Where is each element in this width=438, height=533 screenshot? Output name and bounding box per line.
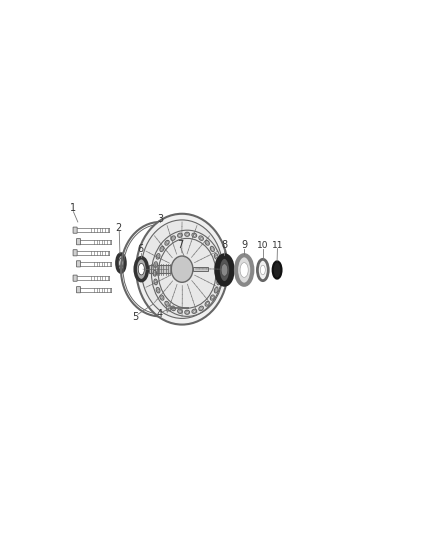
Circle shape — [171, 256, 193, 282]
Ellipse shape — [192, 309, 197, 313]
FancyBboxPatch shape — [77, 261, 81, 267]
Ellipse shape — [205, 240, 209, 245]
Ellipse shape — [236, 255, 252, 285]
Ellipse shape — [171, 236, 175, 240]
Ellipse shape — [185, 310, 190, 314]
Ellipse shape — [217, 256, 232, 284]
Circle shape — [136, 214, 228, 325]
Text: 2: 2 — [116, 223, 122, 233]
FancyBboxPatch shape — [77, 239, 81, 245]
Ellipse shape — [218, 280, 219, 284]
Ellipse shape — [199, 306, 203, 311]
Ellipse shape — [186, 311, 188, 313]
Ellipse shape — [138, 263, 145, 275]
Ellipse shape — [155, 263, 156, 266]
Ellipse shape — [155, 280, 156, 284]
Ellipse shape — [212, 248, 213, 250]
Ellipse shape — [218, 270, 221, 276]
Ellipse shape — [219, 272, 220, 274]
Ellipse shape — [171, 306, 175, 311]
Text: 4: 4 — [157, 309, 163, 319]
Ellipse shape — [215, 255, 217, 257]
Ellipse shape — [165, 240, 169, 245]
Ellipse shape — [258, 260, 268, 281]
Ellipse shape — [215, 289, 217, 292]
Ellipse shape — [200, 237, 202, 239]
Ellipse shape — [200, 308, 202, 309]
Ellipse shape — [160, 295, 164, 300]
Ellipse shape — [193, 235, 195, 236]
Text: 9: 9 — [241, 240, 247, 251]
Ellipse shape — [154, 279, 157, 285]
Ellipse shape — [154, 272, 155, 274]
Ellipse shape — [186, 233, 188, 235]
Ellipse shape — [273, 261, 282, 279]
Ellipse shape — [153, 270, 157, 276]
Ellipse shape — [135, 257, 148, 281]
Ellipse shape — [157, 255, 159, 257]
Text: 8: 8 — [222, 240, 227, 251]
FancyBboxPatch shape — [77, 287, 81, 293]
Ellipse shape — [172, 308, 174, 309]
FancyBboxPatch shape — [73, 275, 77, 281]
Text: 1: 1 — [71, 204, 77, 213]
Text: 3: 3 — [157, 214, 163, 224]
FancyBboxPatch shape — [73, 249, 77, 256]
Ellipse shape — [165, 301, 169, 306]
Ellipse shape — [161, 296, 163, 299]
FancyBboxPatch shape — [166, 305, 170, 311]
Ellipse shape — [117, 254, 125, 272]
Ellipse shape — [178, 309, 182, 313]
Ellipse shape — [210, 246, 214, 252]
Ellipse shape — [154, 262, 157, 268]
Ellipse shape — [214, 287, 218, 293]
Ellipse shape — [240, 263, 248, 277]
Text: 5: 5 — [132, 312, 139, 322]
Text: 10: 10 — [257, 241, 268, 250]
Ellipse shape — [166, 241, 168, 244]
Ellipse shape — [212, 296, 213, 299]
Ellipse shape — [206, 241, 208, 244]
Ellipse shape — [172, 237, 174, 239]
Ellipse shape — [218, 263, 219, 266]
Ellipse shape — [193, 310, 195, 312]
Ellipse shape — [161, 248, 163, 250]
Text: 6: 6 — [137, 245, 143, 254]
Ellipse shape — [221, 264, 228, 276]
Ellipse shape — [217, 262, 220, 268]
Ellipse shape — [192, 233, 197, 237]
Ellipse shape — [119, 259, 123, 268]
Ellipse shape — [157, 289, 159, 292]
Text: 11: 11 — [272, 241, 284, 250]
Ellipse shape — [260, 265, 265, 275]
Circle shape — [141, 220, 223, 318]
Ellipse shape — [206, 303, 208, 305]
Ellipse shape — [156, 254, 160, 259]
Ellipse shape — [178, 233, 182, 237]
Ellipse shape — [210, 295, 214, 300]
Ellipse shape — [217, 279, 220, 285]
Ellipse shape — [166, 303, 168, 305]
Ellipse shape — [179, 235, 181, 236]
Ellipse shape — [179, 310, 181, 312]
Text: 7: 7 — [177, 240, 184, 251]
Ellipse shape — [214, 254, 218, 259]
Ellipse shape — [185, 232, 190, 236]
Ellipse shape — [199, 236, 203, 240]
Ellipse shape — [160, 246, 164, 252]
Ellipse shape — [156, 287, 160, 293]
Bar — [193, 267, 208, 271]
Bar — [149, 265, 171, 273]
Ellipse shape — [205, 301, 209, 306]
FancyBboxPatch shape — [73, 227, 77, 233]
